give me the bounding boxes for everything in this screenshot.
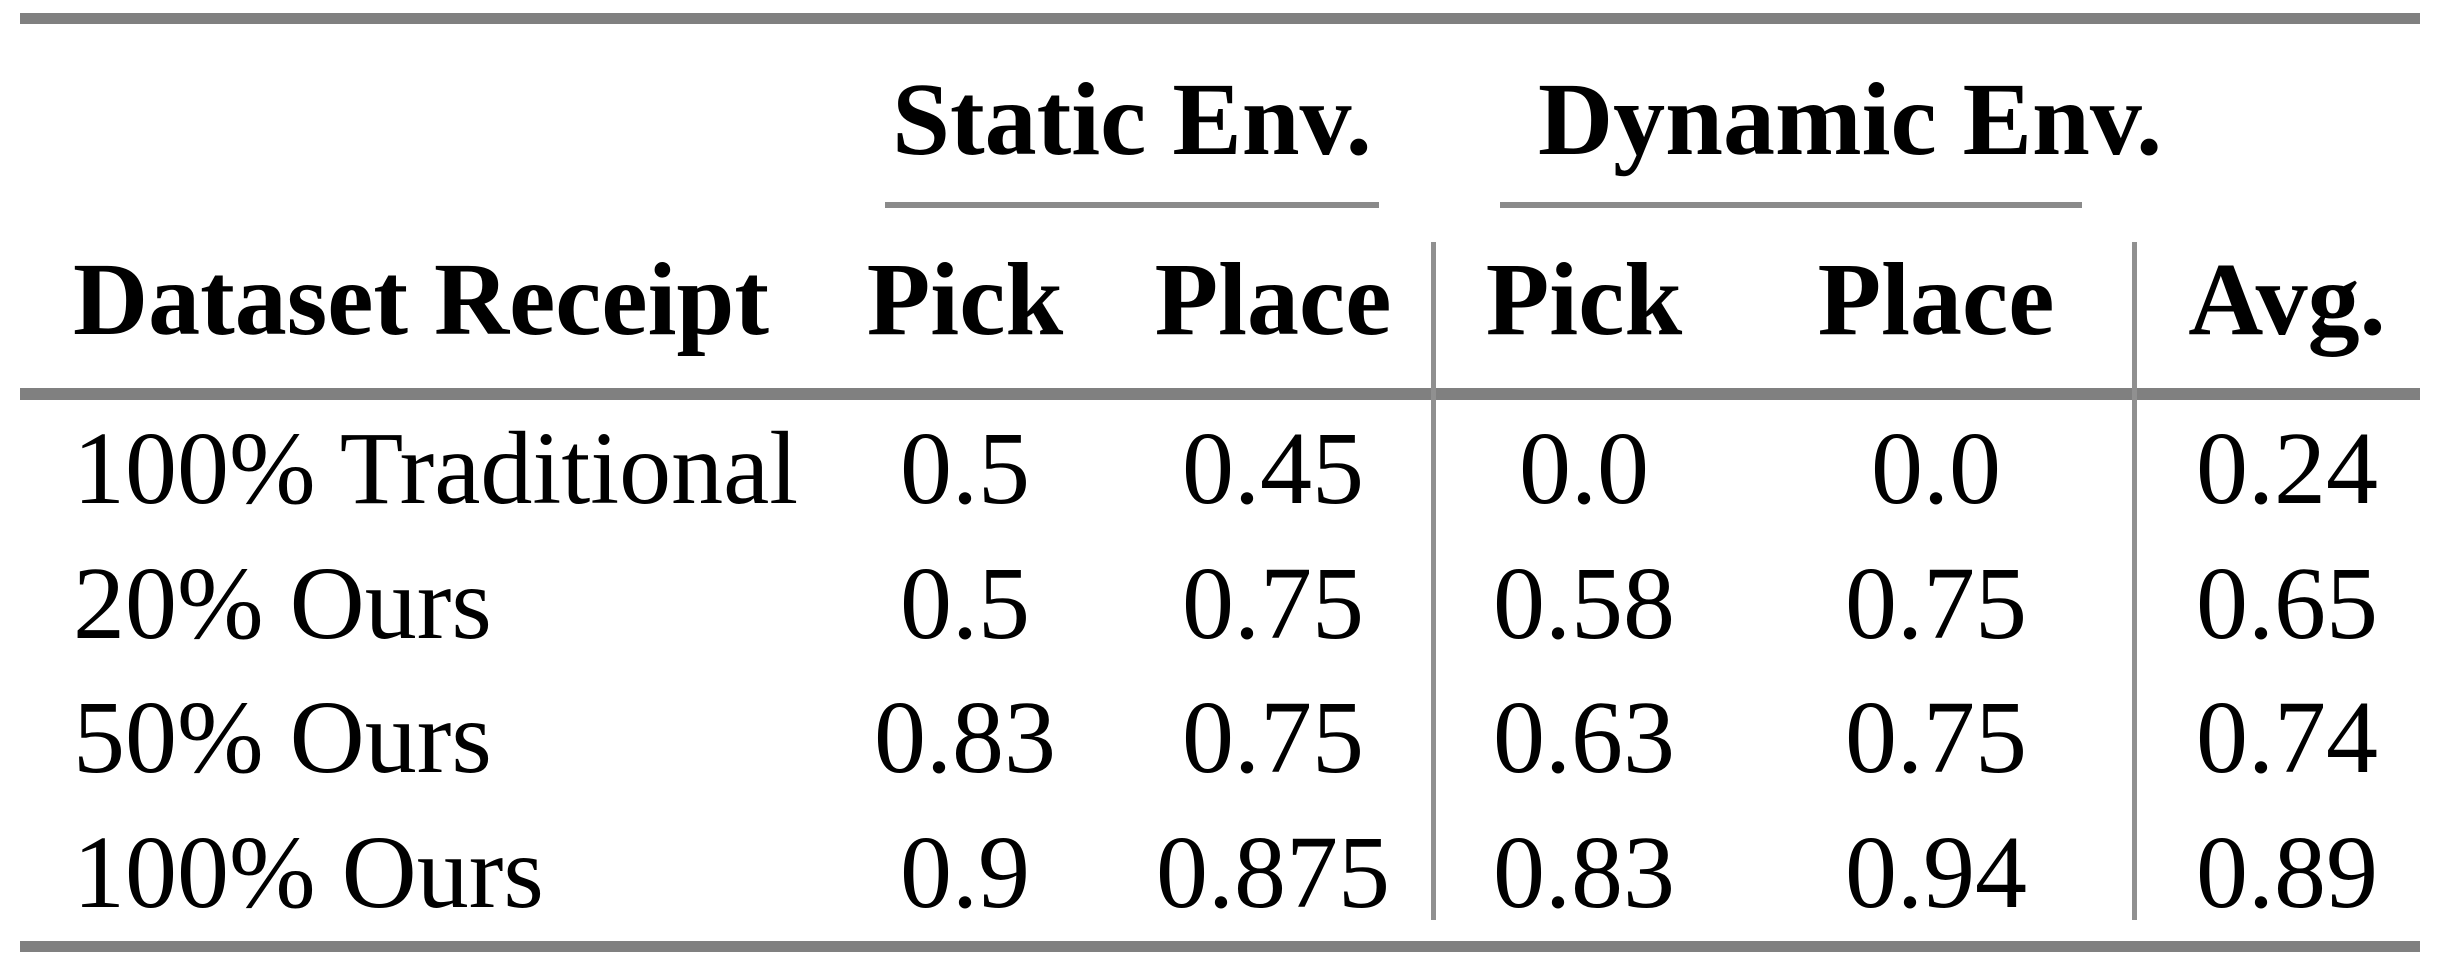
table-top-rule — [20, 13, 2420, 24]
static-env-underline — [885, 202, 1379, 208]
value-cell-dynamic-pick: 0.58 — [1493, 545, 1675, 661]
column-header-static-pick: Pick — [866, 242, 1064, 357]
value-cell-static-pick: 0.5 — [900, 411, 1030, 526]
column-header-dynamic-pick: Pick — [1485, 242, 1683, 357]
row-label-cell: 20% Ours — [73, 545, 492, 661]
value-cell-dynamic-place: 0.75 — [1845, 680, 2027, 795]
group-header-static-env: Static Env. — [892, 62, 1372, 177]
vertical-divider-place-avg — [2132, 242, 2137, 920]
vertical-divider-static-dynamic — [1431, 242, 1436, 920]
row-label-cell: 50% Ours — [73, 680, 492, 795]
value-cell-dynamic-place: 0.0 — [1871, 411, 2001, 526]
table-bottom-rule — [20, 941, 2420, 952]
row-label-cell: 100% Ours — [73, 814, 544, 930]
value-cell-dynamic-pick: 0.83 — [1493, 814, 1675, 930]
dynamic-env-underline — [1500, 202, 2082, 208]
value-cell-dynamic-place: 0.94 — [1845, 814, 2027, 930]
table-body: 100% Traditional 0.5 0.45 0.0 0.0 0.24 2… — [0, 402, 2440, 940]
table-row: 50% Ours 0.83 0.75 0.63 0.75 0.74 — [0, 671, 2440, 806]
value-cell-dynamic-pick: 0.63 — [1493, 680, 1675, 795]
row-label-cell: 100% Traditional — [73, 411, 799, 526]
header-separator-rule — [20, 388, 2420, 400]
value-cell-dynamic-place: 0.75 — [1845, 545, 2027, 661]
value-cell-dynamic-pick: 0.0 — [1519, 411, 1649, 526]
value-cell-avg: 0.74 — [2196, 680, 2378, 795]
column-header-row: Dataset Receipt Pick Place Pick Place Av… — [0, 240, 2440, 360]
group-header-row: Static Env. Dynamic Env. — [0, 55, 2440, 185]
value-cell-static-pick: 0.9 — [900, 814, 1030, 930]
value-cell-static-place: 0.45 — [1182, 411, 1364, 526]
column-header-dataset-receipt: Dataset Receipt — [73, 242, 769, 357]
table-row: 20% Ours 0.5 0.75 0.58 0.75 0.65 — [0, 537, 2440, 672]
table-row: 100% Traditional 0.5 0.45 0.0 0.0 0.24 — [0, 402, 2440, 537]
value-cell-static-place: 0.75 — [1182, 680, 1364, 795]
value-cell-static-pick: 0.5 — [900, 545, 1030, 661]
value-cell-static-place: 0.875 — [1156, 814, 1390, 930]
value-cell-avg: 0.24 — [2196, 411, 2378, 526]
value-cell-static-place: 0.75 — [1182, 545, 1364, 661]
column-header-avg: Avg. — [2188, 242, 2386, 357]
group-header-dynamic-env: Dynamic Env. — [1538, 62, 2163, 177]
value-cell-static-pick: 0.83 — [874, 680, 1056, 795]
value-cell-avg: 0.65 — [2196, 545, 2378, 661]
table-row: 100% Ours 0.9 0.875 0.83 0.94 0.89 — [0, 806, 2440, 941]
value-cell-avg: 0.89 — [2196, 814, 2378, 930]
column-header-static-place: Place — [1154, 242, 1392, 357]
column-header-dynamic-place: Place — [1817, 242, 2055, 357]
